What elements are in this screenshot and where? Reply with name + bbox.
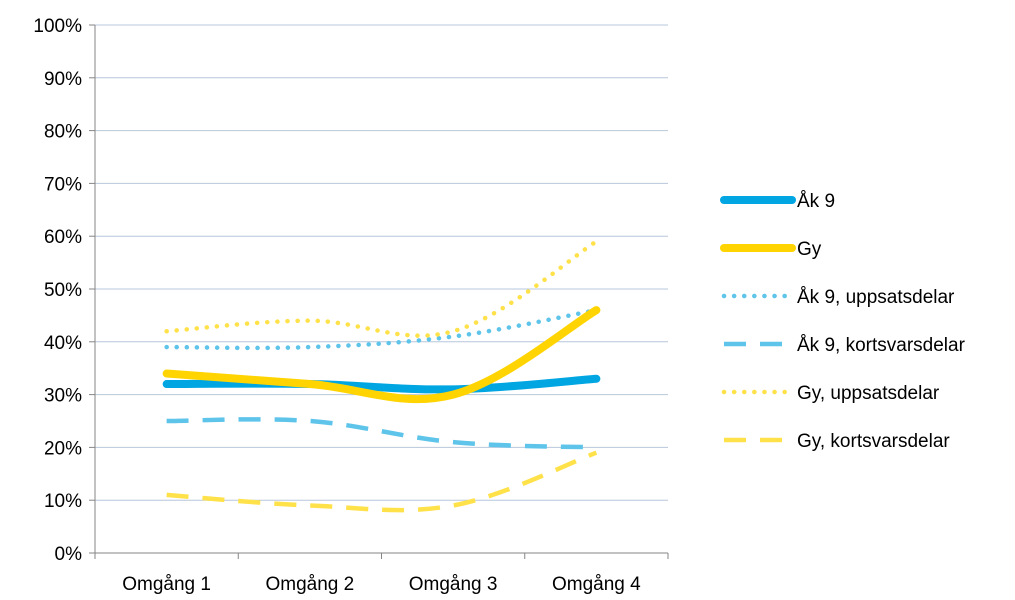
x-tick-label: Omgång 1: [122, 574, 211, 595]
y-tick-label: 30%: [44, 386, 82, 407]
series-line-gy-uppsatsdelar: [164, 239, 599, 338]
series-lines: [162, 239, 601, 513]
x-tick-label: Omgång 2: [266, 574, 355, 595]
legend-label: Åk 9, uppsatsdelar: [797, 287, 955, 308]
y-tick-label: 10%: [44, 491, 82, 512]
y-tick-label: 40%: [44, 333, 82, 354]
gridlines: [95, 24, 668, 501]
legend-label: Gy, uppsatsdelar: [797, 383, 940, 404]
series-line-ak-9-uppsatsdelar: [164, 307, 599, 351]
y-tick-label: 0%: [55, 544, 83, 565]
x-tick-label: Omgång 4: [552, 574, 641, 595]
legend-label: Gy, kortsvarsdelar: [797, 431, 950, 452]
y-tick-label: 80%: [44, 122, 82, 143]
legend: Åk 9 Gy Åk 9, uppsatsdelar Åk 9, kortsvarsd…: [720, 191, 966, 452]
legend-label: Gy: [797, 239, 822, 260]
y-tick-label: 90%: [44, 69, 82, 90]
y-tick-label: 60%: [44, 227, 82, 248]
y-axis-tick-labels: 0% 10% 20% 30% 40% 50% 60% 70% 80% 90% 100%: [33, 16, 82, 565]
y-tick-label: 70%: [44, 174, 82, 195]
series-line-gy: [162, 306, 601, 404]
y-tick-label: 50%: [44, 280, 82, 301]
legend-label: Åk 9: [797, 191, 835, 212]
y-tick-label: 100%: [33, 16, 82, 37]
legend-label: Åk 9, kortsvarsdelar: [797, 335, 966, 356]
series-line-ak-9: [162, 374, 601, 394]
axes: [89, 24, 669, 559]
x-tick-label: Omgång 3: [409, 574, 498, 595]
series-line-ak-9-kortsvarsdelar: [166, 417, 597, 450]
x-axis-tick-labels: Omgång 1 Omgång 2 Omgång 3 Omgång 4: [122, 574, 641, 595]
series-line-gy-kortsvarsdelar: [166, 450, 598, 513]
y-tick-label: 20%: [44, 438, 82, 459]
